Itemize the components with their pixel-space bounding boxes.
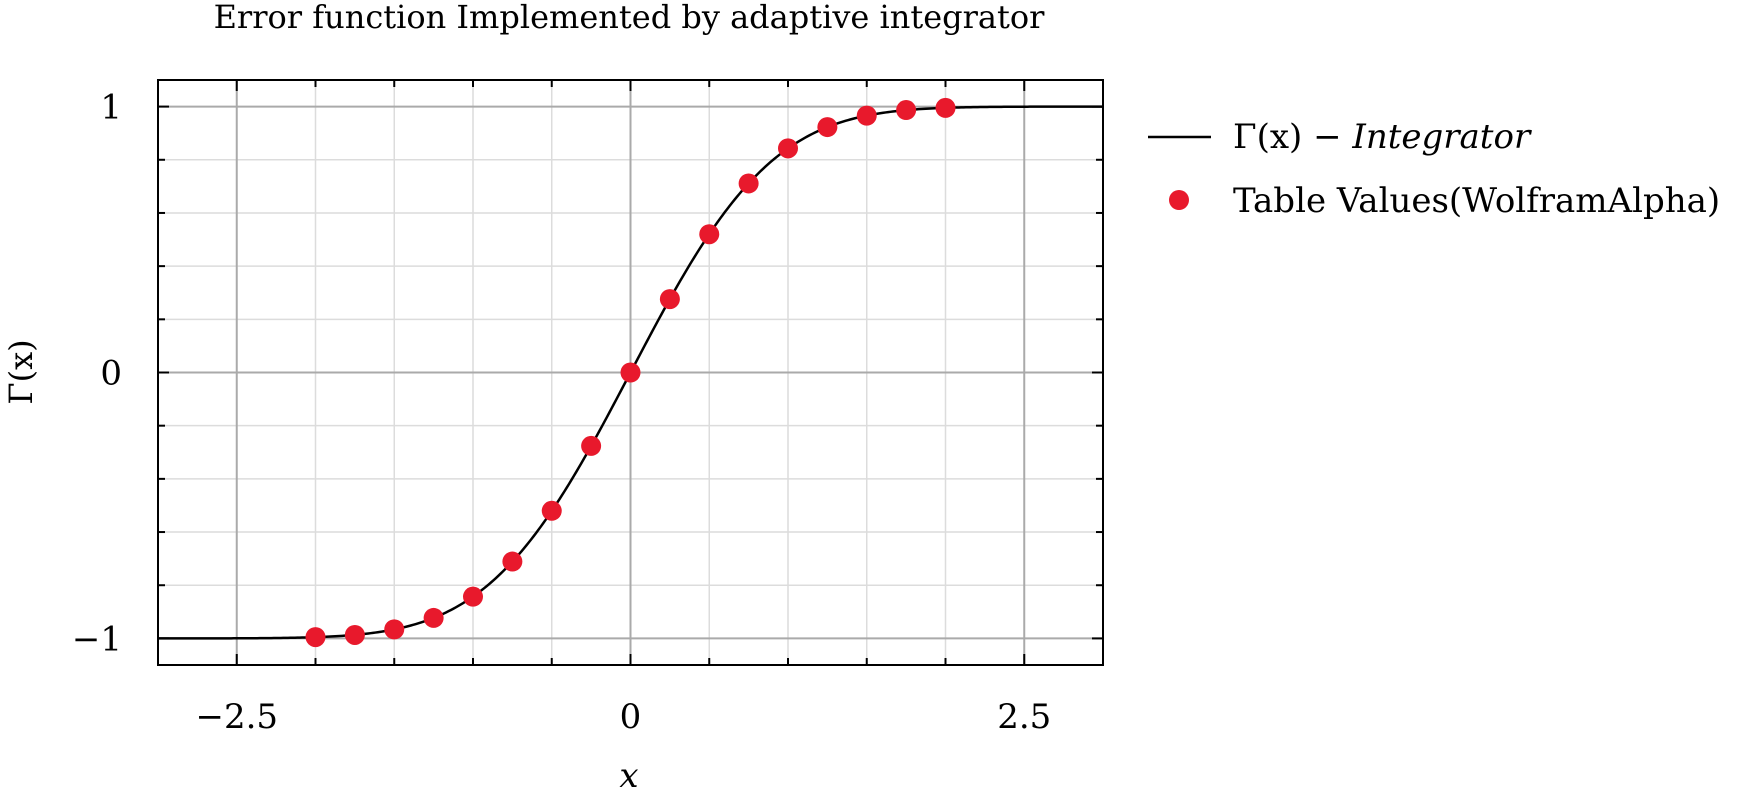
data-point-table-value: [856, 105, 877, 126]
data-point-table-value: [659, 289, 680, 310]
y-axis-label: Γ(x): [2, 339, 40, 404]
y-tick-label: −1: [72, 619, 122, 659]
legend-label-integrator: Γ(x) − Integrator: [1233, 117, 1532, 157]
data-point-table-value: [384, 619, 405, 640]
x-tick-label: −2.5: [195, 697, 278, 737]
data-point-table-value: [738, 173, 759, 194]
data-point-table-value: [778, 138, 798, 159]
data-point-table-value: [620, 362, 641, 383]
data-point-table-value: [502, 551, 523, 572]
data-point-table-value: [463, 586, 483, 607]
x-axis-label: x: [619, 756, 638, 791]
data-point-table-value: [699, 224, 720, 245]
y-tick-label: 0: [100, 354, 122, 394]
y-tick-label: 1: [100, 88, 122, 128]
x-tick-label: 0: [620, 697, 642, 737]
legend: Γ(x) − Integrator Table Values(WolframAl…: [1148, 117, 1720, 221]
chart-title: Error function Implemented by adaptive i…: [214, 0, 1046, 36]
data-point-table-value: [896, 100, 917, 121]
tick-labels: −2.5 0 2.5 −1 0 1: [72, 88, 1051, 737]
legend-label-table-values: Table Values(WolframAlpha): [1233, 181, 1720, 221]
data-point-table-value: [305, 627, 326, 648]
data-point-table-value: [541, 500, 562, 521]
data-point-table-value: [935, 97, 956, 118]
data-point-table-value: [817, 117, 838, 138]
series-points-group: [305, 97, 956, 648]
x-tick-label: 2.5: [997, 697, 1051, 737]
plot-frame: [157, 79, 1104, 666]
data-point-table-value: [344, 624, 365, 645]
legend-marker-swatch: [1169, 190, 1189, 210]
data-point-table-value: [423, 607, 444, 628]
data-point-table-value: [581, 435, 602, 456]
